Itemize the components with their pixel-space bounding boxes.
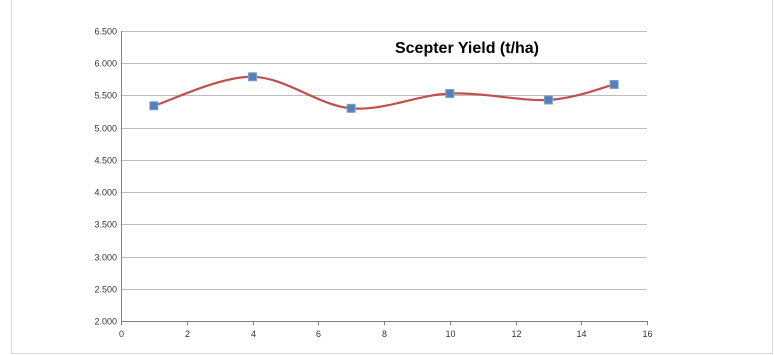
data-point [346, 103, 356, 113]
y-tick-label: 6.500 [94, 27, 117, 37]
x-tick-label: 12 [511, 329, 521, 339]
x-tick-labels: 0 2 4 6 8 10 12 14 16 [119, 329, 653, 339]
y-tick-label: 2.000 [94, 317, 117, 327]
y-tick-label: 4.000 [94, 188, 117, 198]
x-tick-label: 14 [576, 329, 586, 339]
x-tick-label: 8 [382, 329, 387, 339]
x-tick-label: 10 [445, 329, 455, 339]
x-tick-label: 0 [119, 329, 124, 339]
axes [121, 31, 648, 325]
y-tick-labels: 2.000 2.500 3.000 3.500 4.000 4.500 5.000 5.500… [94, 27, 117, 327]
data-point [543, 95, 553, 105]
y-tick-label: 5.000 [94, 124, 117, 134]
y-tick-label: 4.500 [94, 156, 117, 166]
marker-layer [149, 72, 619, 113]
x-tick-label: 6 [316, 329, 321, 339]
data-point [445, 89, 455, 99]
x-tick-label: 4 [251, 329, 256, 339]
y-tick-label: 2.500 [94, 285, 117, 295]
data-point [149, 101, 159, 111]
y-tick-label: 3.500 [94, 220, 117, 230]
chart-frame [11, 0, 773, 354]
x-tick-label: 16 [642, 329, 652, 339]
x-tick-label: 2 [185, 329, 190, 339]
y-tick-label: 3.000 [94, 253, 117, 263]
data-point [609, 79, 619, 89]
data-point [248, 72, 257, 82]
chart-title: Scepter Yield (t/ha) [395, 40, 539, 57]
y-tick-label: 5.500 [94, 91, 117, 101]
gridlines [121, 31, 647, 290]
y-tick-label: 6.000 [94, 59, 117, 69]
